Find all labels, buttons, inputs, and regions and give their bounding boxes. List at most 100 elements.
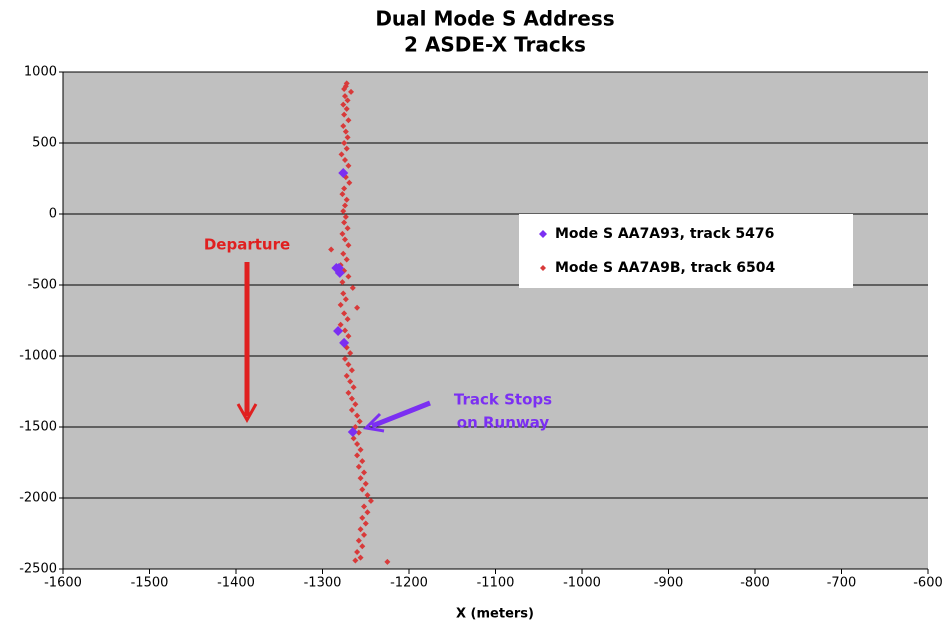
point [342, 213, 349, 220]
annotation: Departure [204, 236, 290, 254]
point [341, 93, 348, 100]
y-tick-label: -1000 [19, 349, 57, 364]
arrow-head [362, 412, 385, 433]
point [338, 151, 345, 158]
point [343, 372, 350, 379]
legend-box [519, 214, 853, 288]
point [345, 389, 352, 396]
point [364, 509, 371, 516]
point [341, 327, 348, 334]
arrow [371, 400, 431, 429]
chart-subtitle: 2 ASDE-X Tracks [404, 33, 586, 57]
point [341, 157, 348, 164]
y-tick-label: -500 [27, 278, 57, 293]
point [352, 401, 359, 408]
point [357, 446, 364, 453]
annotation: Track Stops [454, 391, 552, 409]
point [344, 134, 351, 141]
point [328, 246, 335, 253]
point [362, 520, 369, 527]
point [361, 469, 368, 476]
point [359, 486, 366, 493]
point [355, 463, 362, 470]
x-tick-label: -1200 [390, 576, 428, 591]
point [347, 426, 358, 437]
point [346, 179, 353, 186]
point [349, 284, 356, 291]
point [345, 361, 352, 368]
point [359, 543, 366, 550]
point [348, 395, 355, 402]
x-tick-label: -1000 [563, 576, 601, 591]
point [345, 333, 352, 340]
point [357, 554, 364, 561]
point [348, 88, 355, 95]
point [356, 418, 363, 425]
point [340, 250, 347, 257]
point [341, 185, 348, 192]
point [343, 145, 350, 152]
point [359, 514, 366, 521]
point [355, 537, 362, 544]
point [339, 191, 346, 198]
y-tick-label: 0 [49, 207, 57, 222]
point [345, 242, 352, 249]
point [341, 86, 348, 93]
point [338, 167, 349, 178]
x-tick-label: -700 [827, 576, 857, 591]
point [344, 97, 351, 104]
point [337, 321, 344, 328]
point [339, 230, 346, 237]
point [350, 435, 357, 442]
point [340, 208, 347, 215]
point [355, 429, 362, 436]
point [341, 219, 348, 226]
y-tick-label: 500 [32, 136, 57, 151]
point [345, 117, 352, 124]
y-tick-label: -2000 [19, 491, 57, 506]
point [343, 105, 350, 112]
point [359, 458, 366, 465]
x-tick-label: -1600 [44, 576, 82, 591]
y-tick-label: -2500 [19, 562, 57, 577]
point [347, 350, 354, 357]
point [361, 531, 368, 538]
point [354, 452, 361, 459]
point [343, 256, 350, 263]
point [347, 378, 354, 385]
point [340, 122, 347, 129]
point [354, 412, 361, 419]
point [341, 111, 348, 118]
point [348, 406, 355, 413]
point [337, 301, 344, 308]
point [342, 296, 349, 303]
point [364, 492, 371, 499]
point [340, 290, 347, 297]
legend-label: Mode S AA7A9B, track 6504 [555, 260, 775, 276]
point [354, 441, 361, 448]
point [357, 526, 364, 533]
point [342, 128, 349, 135]
point [348, 367, 355, 374]
point [354, 304, 361, 311]
point [341, 140, 348, 146]
point [344, 316, 351, 323]
chart-title: Dual Mode S Address [375, 7, 614, 31]
point [341, 202, 348, 209]
point [362, 480, 369, 487]
x-tick-label: -1400 [217, 576, 255, 591]
point [339, 279, 346, 286]
point [341, 236, 348, 243]
plot-area [63, 72, 928, 569]
legend-label: Mode S AA7A93, track 5476 [555, 226, 774, 242]
point [339, 337, 350, 348]
point [341, 310, 348, 317]
x-axis-label: X (meters) [456, 607, 534, 622]
point [384, 558, 391, 565]
y-tick-label: -1500 [19, 420, 57, 435]
point [367, 497, 374, 504]
point [334, 267, 345, 278]
legend-marker [539, 230, 547, 238]
x-tick-label: -1100 [477, 576, 515, 591]
